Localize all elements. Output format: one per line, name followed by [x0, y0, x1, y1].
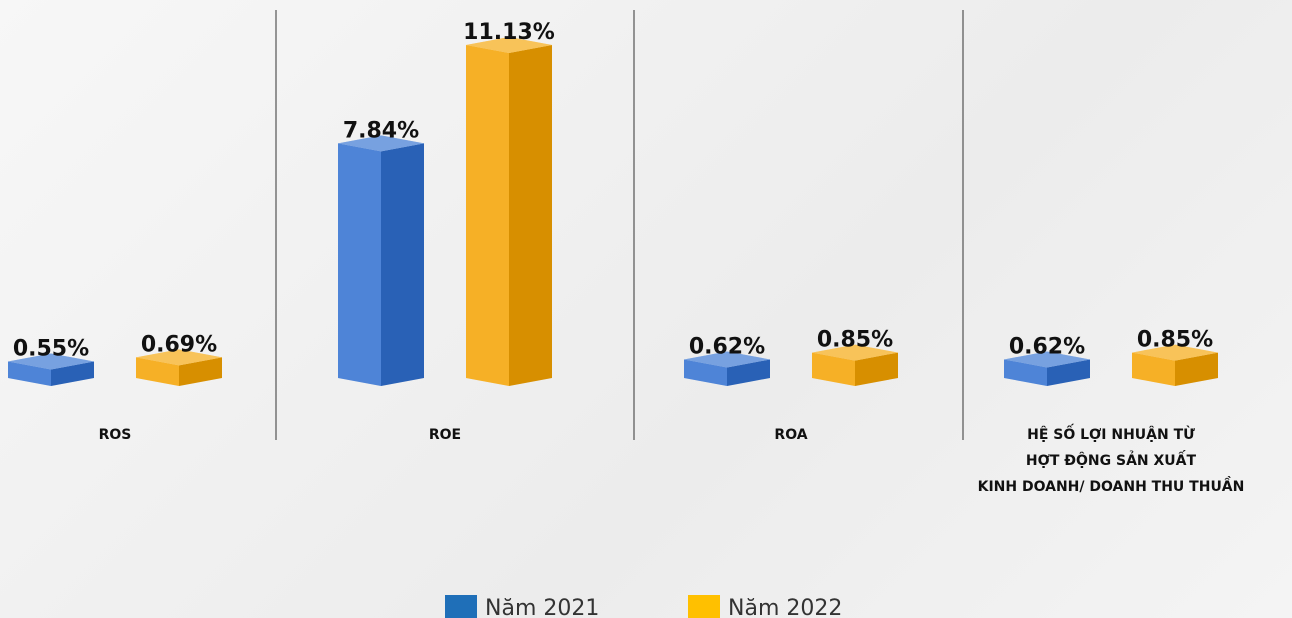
category-label: HỆ SỐ LỢI NHUẬN TỪ HỢT ĐỘNG SẢN XUẤT KIN…: [977, 427, 1245, 495]
value-label: 0.55%: [13, 337, 89, 362]
bar-top-light: [812, 344, 898, 361]
bar-left-shine: [466, 45, 509, 386]
bar-left-face: [1132, 352, 1175, 386]
bar-right-shade: [1047, 359, 1090, 386]
bar-top: [1004, 351, 1090, 368]
bar-left-face: [8, 361, 51, 386]
bar-right-shade: [855, 352, 898, 386]
bar-left-face: [1004, 359, 1047, 386]
bar-top-light: [338, 135, 424, 152]
bar-left-shine: [136, 357, 179, 386]
legend-swatch: [688, 595, 720, 618]
bar-left-shine: [1132, 352, 1175, 386]
category-label: ROA: [774, 427, 808, 443]
bar-top: [8, 353, 94, 370]
value-label: 0.62%: [689, 334, 765, 359]
bar-left-face: [812, 352, 855, 386]
value-label: 0.85%: [817, 328, 893, 353]
bar: [1004, 351, 1090, 386]
bar-top-light: [136, 349, 222, 366]
bar-right-shade: [509, 45, 552, 386]
bar-right-shade: [51, 361, 94, 386]
bar-right-face: [381, 143, 424, 386]
bar-left-face: [338, 143, 381, 386]
legend-label: Năm 2021: [485, 596, 599, 618]
bar-top-light: [1132, 344, 1218, 361]
bar-top-light: [466, 37, 552, 53]
category-label: ROS: [98, 427, 132, 443]
value-label: 0.62%: [1009, 334, 1085, 359]
bar-top: [136, 349, 222, 366]
bar-right-face: [509, 45, 552, 386]
bar-top-light: [684, 351, 770, 368]
bar-top: [466, 37, 552, 53]
bar-right-shade: [727, 359, 770, 386]
bar-top-light: [8, 353, 94, 370]
bar-left-shine: [684, 359, 727, 386]
bar-top: [1132, 344, 1218, 361]
value-label: 7.84%: [343, 118, 419, 143]
bar-left-face: [466, 45, 509, 386]
bar-top: [684, 351, 770, 368]
bar: [1132, 344, 1218, 386]
bar-left-face: [684, 359, 727, 386]
bar: [8, 353, 94, 386]
category-label: ROE: [428, 427, 462, 443]
bar-left-shine: [1004, 359, 1047, 386]
bar: [812, 344, 898, 386]
bar-left-face: [136, 357, 179, 386]
bar-left-shine: [338, 143, 381, 386]
bar-right-face: [51, 361, 94, 386]
bar: [684, 351, 770, 386]
bar: [466, 37, 552, 386]
bar-right-face: [1047, 359, 1090, 386]
bar-right-face: [179, 357, 222, 386]
legend-swatch: [445, 595, 477, 618]
bar-right-shade: [179, 357, 222, 386]
bar: [136, 349, 222, 386]
bar-right-face: [1175, 352, 1218, 386]
bar-right-shade: [1175, 352, 1218, 386]
value-label: 0.69%: [141, 332, 217, 357]
bar-left-shine: [812, 352, 855, 386]
value-label: 11.13%: [463, 20, 555, 45]
bar-top-light: [1004, 351, 1090, 368]
bar-right-face: [855, 352, 898, 386]
legend-label: Năm 2022: [728, 596, 842, 618]
bar-right-shade: [381, 143, 424, 386]
bar-top: [338, 135, 424, 152]
bar: [338, 135, 424, 386]
bar-top: [812, 344, 898, 361]
value-label: 0.85%: [1137, 328, 1213, 353]
bar-left-shine: [8, 361, 51, 386]
bar-right-face: [727, 359, 770, 386]
